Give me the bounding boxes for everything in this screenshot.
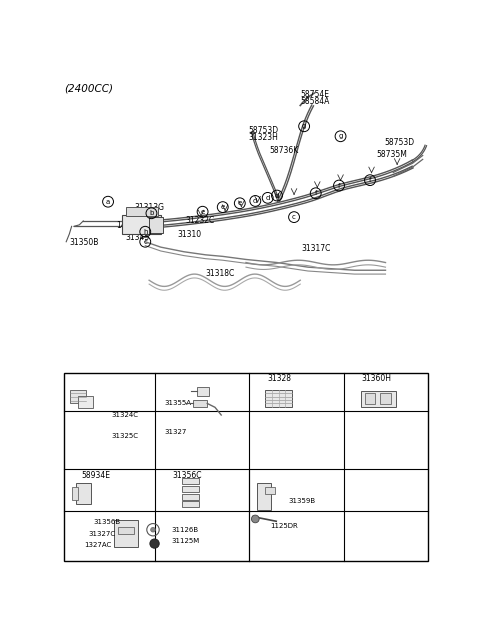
- Text: 58736K: 58736K: [269, 145, 299, 154]
- Text: e: e: [221, 204, 225, 210]
- Bar: [78, 396, 93, 408]
- Text: e: e: [69, 471, 73, 479]
- Text: 31345: 31345: [125, 232, 149, 241]
- Bar: [122, 215, 161, 234]
- Text: 58735M: 58735M: [376, 150, 407, 159]
- Text: 31125M: 31125M: [171, 538, 200, 544]
- Text: b: b: [159, 374, 164, 384]
- Text: d: d: [253, 198, 257, 204]
- Text: 31328: 31328: [267, 374, 291, 384]
- Text: 58753D: 58753D: [384, 138, 414, 147]
- Text: 31324C: 31324C: [111, 412, 138, 418]
- Text: f: f: [338, 182, 340, 189]
- Text: f: f: [160, 471, 163, 479]
- Text: 31359B: 31359B: [289, 498, 316, 504]
- Text: 31317C: 31317C: [302, 244, 331, 253]
- Text: a: a: [106, 199, 110, 204]
- Text: 1125DR: 1125DR: [270, 523, 298, 529]
- Bar: [181, 486, 199, 492]
- Text: 31360H: 31360H: [361, 374, 392, 384]
- Bar: [181, 478, 199, 485]
- Bar: [257, 483, 271, 510]
- Text: 31232C: 31232C: [186, 217, 215, 225]
- Text: 31126B: 31126B: [171, 527, 198, 533]
- Text: g: g: [253, 471, 259, 479]
- Text: b: b: [149, 210, 154, 217]
- Text: 31318C: 31318C: [206, 269, 235, 277]
- Text: f: f: [314, 190, 317, 196]
- Circle shape: [252, 515, 259, 523]
- Text: d: d: [265, 195, 270, 201]
- Circle shape: [151, 528, 156, 532]
- Bar: [70, 390, 85, 403]
- Text: 31327C: 31327C: [88, 531, 115, 537]
- Text: c: c: [144, 239, 147, 244]
- Text: a: a: [69, 374, 73, 384]
- Bar: [72, 486, 78, 500]
- Text: 31310: 31310: [178, 231, 202, 239]
- Text: f: f: [369, 177, 371, 183]
- Text: 1327AC: 1327AC: [84, 542, 111, 548]
- Text: 31232: 31232: [128, 210, 152, 219]
- Text: 31323H: 31323H: [248, 133, 278, 142]
- Bar: [264, 390, 292, 406]
- Text: 31313G: 31313G: [134, 203, 164, 212]
- Circle shape: [150, 539, 159, 548]
- Text: 58934E: 58934E: [82, 471, 111, 479]
- Text: 1472AV: 1472AV: [116, 221, 145, 230]
- Text: 58753D: 58753D: [248, 126, 278, 135]
- Text: d: d: [348, 374, 353, 384]
- Bar: [365, 394, 375, 404]
- Bar: [197, 387, 209, 396]
- Text: g: g: [302, 123, 306, 130]
- Bar: [181, 501, 199, 507]
- Bar: [181, 493, 199, 500]
- Bar: [114, 521, 137, 547]
- Text: 31327: 31327: [164, 429, 186, 436]
- Bar: [75, 483, 91, 504]
- Text: d: d: [275, 192, 279, 199]
- Text: h: h: [69, 513, 73, 522]
- Text: 31356B: 31356B: [94, 519, 120, 525]
- Text: 31350B: 31350B: [69, 238, 99, 247]
- Bar: [118, 526, 133, 534]
- Bar: [126, 207, 158, 217]
- Bar: [64, 373, 428, 561]
- Text: c: c: [254, 374, 258, 384]
- Text: h: h: [143, 229, 147, 235]
- Text: 58584A: 58584A: [300, 97, 330, 106]
- Bar: [193, 399, 207, 407]
- Text: e: e: [238, 200, 242, 206]
- Text: e: e: [201, 209, 205, 215]
- Bar: [380, 394, 391, 404]
- Text: 58754E: 58754E: [300, 90, 329, 99]
- Text: g: g: [338, 133, 343, 139]
- Text: c: c: [292, 214, 296, 220]
- Text: 31355A: 31355A: [164, 401, 191, 406]
- Bar: [149, 217, 163, 232]
- Text: 31325C: 31325C: [111, 433, 138, 439]
- Text: (2400CC): (2400CC): [64, 84, 113, 94]
- Text: 31356C: 31356C: [172, 471, 202, 479]
- Bar: [360, 391, 396, 406]
- Bar: [264, 486, 276, 494]
